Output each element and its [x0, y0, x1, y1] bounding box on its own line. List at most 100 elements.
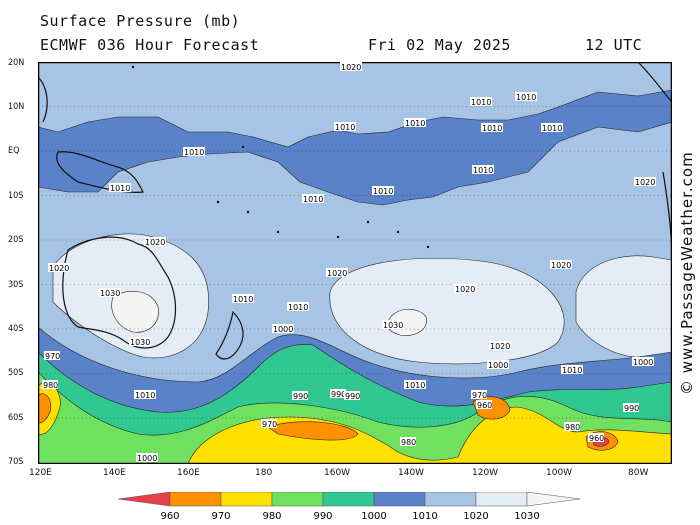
- scale-tick-label: 990: [313, 511, 332, 522]
- lat-label: 50S: [8, 368, 24, 378]
- color-scale-bar: 960 970 980 990 1000 1010 1020 1030: [118, 492, 581, 522]
- contour-label: 970: [262, 420, 277, 429]
- contour-label: 1000: [488, 361, 508, 370]
- contour-label: 1020: [341, 63, 361, 72]
- chart-title: Surface Pressure (mb): [40, 12, 241, 30]
- contour-label: 990: [345, 392, 360, 401]
- contour-label: 1010: [335, 123, 355, 132]
- scale-tick-label: 1000: [361, 511, 386, 522]
- scale-tick-label: 1030: [514, 511, 539, 522]
- contour-label: 1010: [233, 295, 253, 304]
- lat-label: 10S: [8, 191, 24, 201]
- contour-label: 1020: [145, 238, 165, 247]
- high-core-central: [387, 309, 427, 336]
- contour-label: 1010: [516, 93, 536, 102]
- lat-label: 30S: [8, 280, 24, 290]
- scale-segment: [169, 492, 222, 507]
- contour-label: 1020: [635, 178, 655, 187]
- contour-label: 1020: [490, 342, 510, 351]
- contour-label: 1010: [373, 187, 393, 196]
- lat-label: 70S: [8, 457, 24, 467]
- scale-tick-label: 960: [160, 511, 179, 522]
- lat-label: 10N: [8, 102, 25, 112]
- islands: [131, 65, 430, 249]
- lon-label: 180: [255, 468, 273, 478]
- band-970-980: [187, 406, 672, 464]
- lon-label: 140W: [398, 468, 425, 478]
- contour-label: 1020: [49, 264, 69, 273]
- scale-tick-label: 1020: [463, 511, 488, 522]
- high-cell-east: [575, 255, 672, 358]
- contour-label: 1020: [551, 261, 571, 270]
- scale-segment: [424, 492, 477, 507]
- australia-coast: [62, 236, 177, 349]
- contour-label: 1010: [405, 119, 425, 128]
- contour-label: 960: [589, 434, 604, 443]
- contour-label: 1010: [405, 381, 425, 390]
- lon-label: 100W: [546, 468, 573, 478]
- contour-label: 970: [45, 352, 60, 361]
- contour-label: 1020: [455, 285, 475, 294]
- forecast-date: Fri 02 May 2025: [368, 36, 511, 54]
- scale-tick-label: 1010: [412, 511, 437, 522]
- contour-label: 1010: [135, 391, 155, 400]
- contour-label: 1010: [473, 166, 493, 175]
- contour-label: 990: [293, 392, 308, 401]
- contour-label: 1010: [482, 124, 502, 133]
- forecast-time: 12 UTC: [585, 36, 643, 54]
- lat-label: EQ: [8, 146, 20, 156]
- band-1010-1020-north: [38, 62, 672, 148]
- lon-label: 160E: [177, 468, 200, 478]
- contour-label: 1010: [110, 184, 130, 193]
- band-960-970-a: [267, 421, 359, 441]
- contour-label: 1010: [471, 98, 491, 107]
- band-960-970-west: [38, 393, 51, 423]
- new-zealand-coast: [215, 310, 244, 360]
- lat-label: 20S: [8, 235, 24, 245]
- lon-label: 120E: [29, 468, 52, 478]
- contour-label: 1000: [273, 325, 293, 334]
- contour-label: 960: [477, 401, 492, 410]
- contour-label: 1030: [383, 321, 403, 330]
- lat-label: 20N: [8, 58, 25, 68]
- lat-label: 60S: [8, 413, 24, 423]
- high-cell-central: [329, 258, 565, 365]
- scale-segment: [373, 492, 426, 507]
- contour-label: 1030: [100, 289, 120, 298]
- lon-label: 160W: [324, 468, 351, 478]
- scale-tick-label: 970: [211, 511, 230, 522]
- contour-label: 1010: [184, 148, 204, 157]
- lon-label: 140E: [103, 468, 126, 478]
- high-core-west: [111, 290, 159, 333]
- contour-label: 980: [43, 381, 58, 390]
- scale-segment: [475, 492, 528, 507]
- scale-tick-label: 980: [262, 511, 281, 522]
- contour-label: 1000: [137, 454, 157, 463]
- scale-segment: [526, 492, 581, 507]
- pressure-map: 1020 1020 1030 1030 1010 1010 1000 1020 …: [38, 62, 672, 464]
- contour-label: 980: [565, 423, 580, 432]
- contour-label: 990: [624, 404, 639, 413]
- scale-segment: [118, 492, 171, 507]
- grid: [38, 106, 672, 419]
- contour-label: 980: [401, 438, 416, 447]
- contour-label: 1010: [288, 303, 308, 312]
- central-america-coast: [637, 62, 672, 103]
- asia-coast: [38, 76, 48, 123]
- new-guinea-coast: [56, 151, 144, 193]
- contour-label: 970: [472, 391, 487, 400]
- credit-text: © www.PassageWeather.com: [678, 151, 696, 395]
- model-label: ECMWF 036 Hour Forecast: [40, 36, 260, 54]
- forecast-line: ECMWF 036 Hour Forecast Fri 02 May 2025 12…: [40, 36, 642, 54]
- lon-label: 80W: [628, 468, 649, 478]
- contour-label: 1020: [327, 269, 347, 278]
- scale-segment: [322, 492, 375, 507]
- contour-label: 990: [331, 390, 346, 399]
- contour-label: 1000: [633, 358, 653, 367]
- scale-segment: [220, 492, 273, 507]
- contour-label: 1010: [303, 195, 323, 204]
- scale-segment: [271, 492, 324, 507]
- lon-label: 120W: [472, 468, 499, 478]
- coastlines: [38, 62, 672, 360]
- contour-label: 1030: [130, 338, 150, 347]
